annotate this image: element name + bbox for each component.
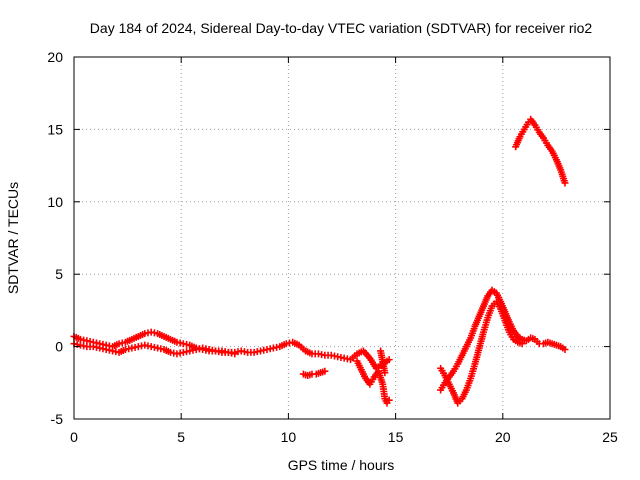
data-point bbox=[561, 345, 569, 353]
plot-area-frame bbox=[73, 56, 611, 420]
y-tick-label: -5 bbox=[51, 411, 64, 427]
axis-ticks: 0 5 10 15 20 25 -5 0 5 10 15 20 bbox=[47, 49, 618, 445]
y-axis-label: SDTVAR / TECUs bbox=[5, 182, 21, 294]
grid-lines bbox=[74, 57, 610, 419]
x-tick-label: 20 bbox=[495, 429, 511, 445]
x-axis-label: GPS time / hours bbox=[288, 457, 395, 473]
x-tick-label: 5 bbox=[177, 429, 185, 445]
data-point bbox=[385, 356, 393, 364]
x-tick-label: 25 bbox=[602, 429, 618, 445]
x-tick-label: 0 bbox=[70, 429, 78, 445]
y-tick-label: 20 bbox=[47, 49, 63, 65]
data-point bbox=[231, 350, 239, 358]
series-track-f bbox=[437, 286, 569, 394]
data-point bbox=[381, 369, 389, 377]
chart-title: Day 184 of 2024, Sidereal Day-to-day VTE… bbox=[90, 20, 593, 36]
x-tick-label: 10 bbox=[281, 429, 297, 445]
y-tick-label: 10 bbox=[47, 194, 63, 210]
x-tick-label: 15 bbox=[388, 429, 404, 445]
data-points bbox=[70, 115, 569, 407]
data-point bbox=[561, 179, 569, 187]
data-point bbox=[321, 367, 329, 375]
y-tick-label: 15 bbox=[47, 121, 63, 137]
y-tick-label: 5 bbox=[55, 266, 63, 282]
y-tick-label: 0 bbox=[55, 339, 63, 355]
series-track-g bbox=[512, 115, 569, 187]
data-point bbox=[385, 396, 393, 404]
series-track-c bbox=[299, 367, 329, 380]
series-track-d bbox=[353, 347, 393, 407]
